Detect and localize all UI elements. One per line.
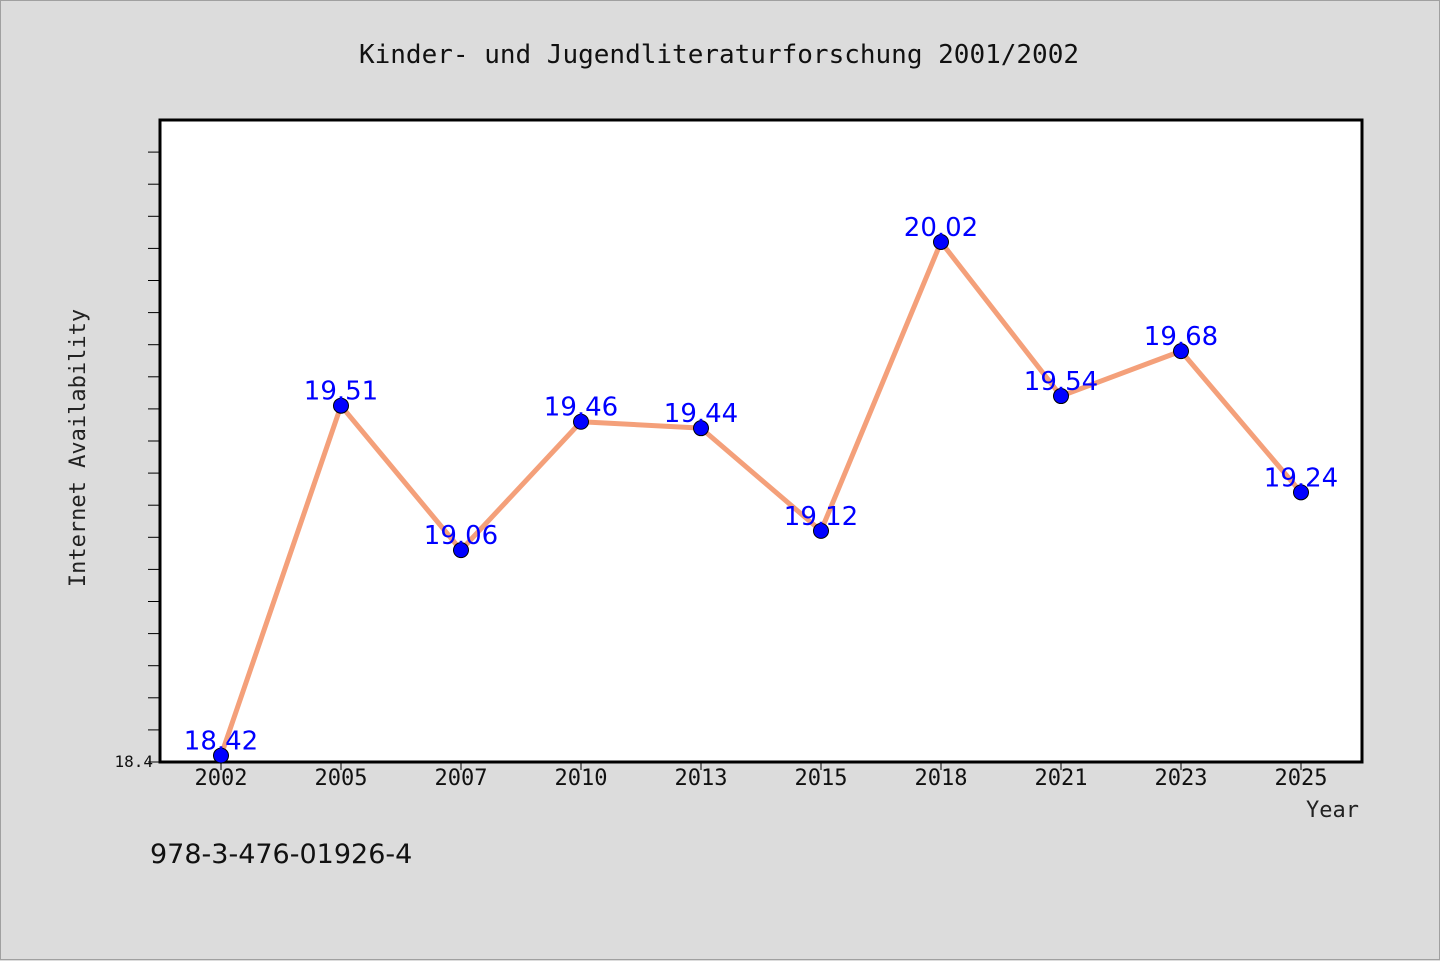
data-point [333,397,349,414]
x-tick-label: 2005 [315,766,368,791]
data-point [693,420,709,437]
x-axis-label: Year [1306,798,1359,823]
data-label: 19.54 [1024,367,1098,397]
x-tick-label: 2013 [675,766,728,791]
chart-title: Kinder- und Jugendliteraturforschung 200… [359,40,1079,70]
data-label: 20.02 [904,213,978,243]
data-point [933,233,949,250]
series-group: 18.42 19.51 19.06 19.46 19.44 19.12 20.02 19.54… [184,213,1338,764]
data-point [1293,484,1309,501]
x-tick-label: 2002 [195,766,248,791]
x-tick-label: 2023 [1155,766,1208,791]
data-label: 19.46 [544,393,618,423]
data-point [453,542,469,559]
data-label: 19.51 [304,377,378,407]
data-point [813,522,829,539]
data-label: 19.06 [424,521,498,551]
x-tick-label: 2015 [795,766,848,791]
x-axis-ticks: 2002 2005 2007 2010 2013 2015 2018 2021 2023 2025 [195,762,1328,791]
x-tick-label: 2007 [435,766,488,791]
data-label: 19.24 [1264,463,1338,493]
y-min-tick-label: 18.4 [114,752,153,771]
x-tick-label: 2010 [555,766,608,791]
data-label: 19.12 [784,502,858,532]
data-point [1053,388,1069,405]
data-point [213,747,229,764]
data-point [1173,343,1189,360]
isbn-footer: 978-3-476-01926-4 [150,839,412,870]
series-line [218,239,1304,759]
data-label: 19.68 [1144,322,1218,352]
y-axis-ticks [148,151,160,763]
x-tick-label: 2025 [1275,766,1328,791]
data-label: 19.44 [664,399,738,429]
x-tick-label: 2021 [1035,766,1088,791]
x-tick-label: 2018 [915,766,968,791]
data-label: 18.42 [184,727,258,757]
plot-area [158,118,1364,764]
data-point [573,413,589,430]
y-axis-label: Internet Availability [66,309,91,587]
